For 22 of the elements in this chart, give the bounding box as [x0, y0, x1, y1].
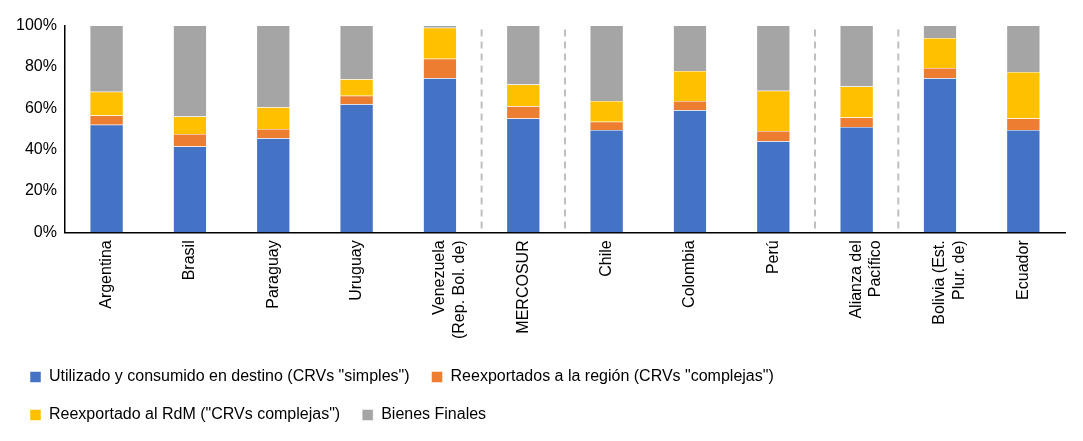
legend-label: Reexportado al RdM ("CRVs complejas"): [49, 405, 341, 423]
x-tick-label: Perú: [763, 240, 781, 275]
x-tick-label: Argentina: [97, 240, 114, 309]
x-tick-label: Brasil: [180, 240, 198, 281]
y-tick-label: 0%: [33, 222, 57, 240]
x-tick-label: Ecuador: [1013, 239, 1031, 300]
legend-label: Utilizado y consumido en destino (CRVs "simples"): [49, 367, 410, 385]
x-tick-label: Venezuela (Rep. Bol. de): [430, 240, 467, 340]
x-tick-label: Paraguay: [263, 240, 281, 309]
y-tick-label: 80%: [24, 57, 57, 75]
x-tick-label: Colombia: [680, 240, 698, 308]
legend-label: Reexportados a la región (CRVs "complejas"): [450, 367, 774, 385]
x-tick-label: MERCOSUR: [513, 240, 531, 334]
y-tick-label: 40%: [24, 140, 57, 158]
x-tick-label: Alianza del Pacífico: [847, 240, 884, 319]
y-tick-label: 100%: [16, 16, 57, 34]
x-tick-label: Uruguay: [347, 240, 365, 301]
x-tick-label: Chile: [597, 240, 615, 277]
y-tick-label: 20%: [24, 181, 57, 199]
legend-label: Bienes Finales: [381, 405, 487, 423]
y-tick-label: 60%: [24, 98, 57, 116]
x-tick-label: Bolivia (Est. Plur. de): [930, 240, 967, 325]
